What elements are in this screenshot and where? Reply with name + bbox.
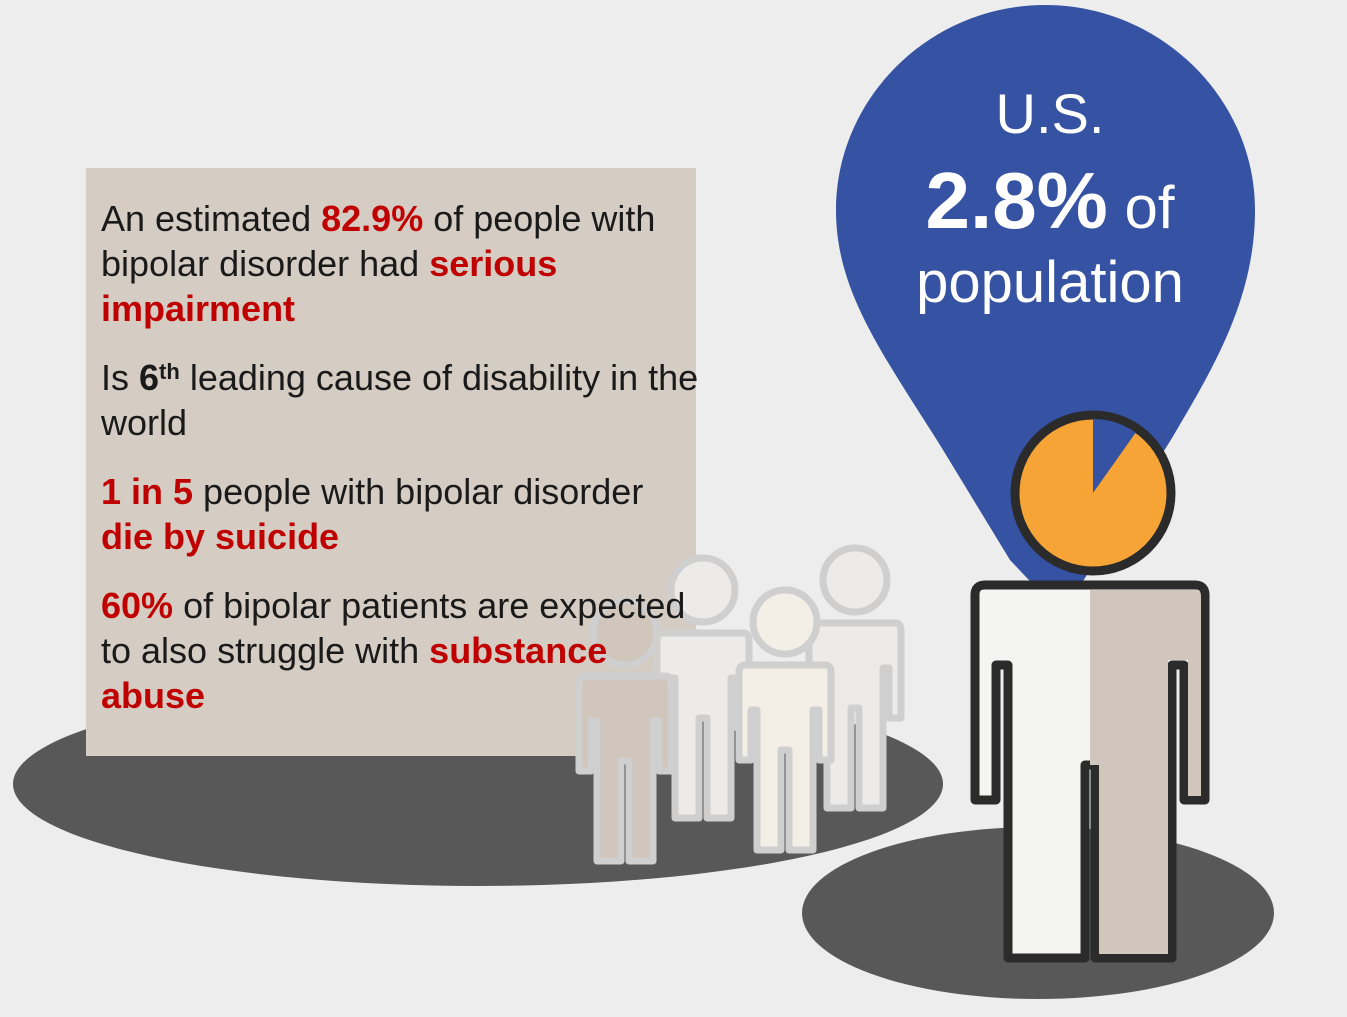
stat2-rank-suffix: th	[159, 359, 180, 384]
pie-chart-icon	[1010, 410, 1176, 576]
stat1-text: of people with bipolar disorder had	[101, 198, 656, 284]
pin-of: of	[1107, 174, 1175, 241]
stat1-percent: 82.9%	[321, 198, 424, 239]
stat4-percent: 60%	[101, 585, 174, 626]
stat3-emphasis: die by suicide	[101, 516, 340, 557]
stat3-ratio: 1 in 5	[101, 471, 194, 512]
stat3-text: people with bipolar disorder	[193, 471, 644, 512]
stat1-emphasis: serious impairment	[101, 243, 558, 329]
pin-population-label: population	[916, 250, 1184, 315]
crowd-person-icon	[739, 590, 831, 850]
stat-disability-rank: Is 6th leading cause of disability in th…	[101, 355, 701, 445]
featured-person-icon	[970, 580, 1210, 963]
stat2-text: leading cause of disability in the world	[101, 357, 699, 443]
stat4-text: of bipolar patients are expected to also…	[101, 585, 686, 671]
info-box	[86, 168, 696, 756]
pin-percent: 2.8%	[925, 156, 1108, 245]
stat2-rank: 6	[139, 357, 160, 398]
stat1-text: An estimated	[101, 198, 322, 239]
pin-stat: 2.8% of	[900, 158, 1200, 251]
stat-serious-impairment: An estimated 82.9% of people with bipola…	[101, 196, 701, 331]
stat2-text: Is	[101, 357, 140, 398]
pin-region-label: U.S.	[995, 82, 1105, 145]
stat-substance-abuse: 60% of bipolar patients are expected to …	[101, 583, 701, 718]
stat4-emphasis: substance abuse	[101, 630, 608, 716]
stat-suicide: 1 in 5 people with bipolar disorder die …	[101, 469, 701, 559]
info-text: An estimated 82.9% of people with bipola…	[101, 196, 701, 742]
